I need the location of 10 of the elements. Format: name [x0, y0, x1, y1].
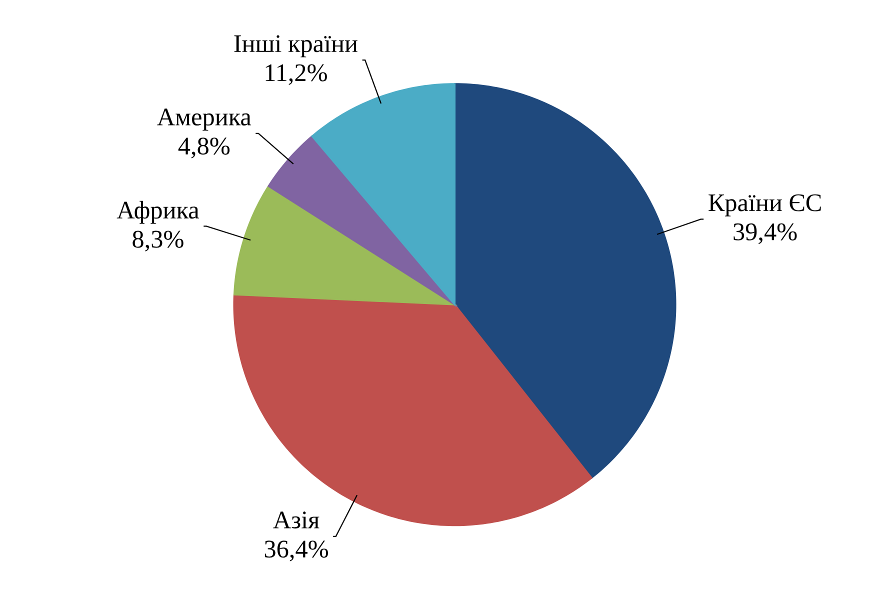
data-label: 4,8% [178, 138, 230, 158]
data-label: 11,2% [266, 64, 327, 86]
slice-label: Країни ЄС [708, 194, 821, 217]
slice-label: Азія [273, 512, 320, 529]
data-label: 36,4% [264, 540, 328, 562]
data-label: 39,4% [734, 224, 797, 244]
slice-label: Америка [157, 108, 252, 131]
slice-label: Африка [116, 201, 200, 224]
slice-label: Інші країни [234, 35, 358, 58]
data-label: 8,3% [132, 230, 184, 252]
